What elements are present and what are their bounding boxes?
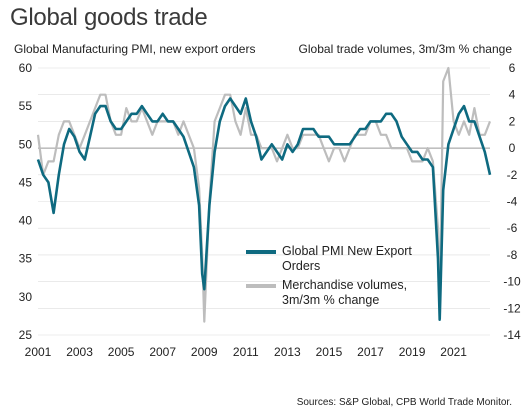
legend-item-pmi: Global PMI New Export Orders xyxy=(246,244,432,274)
x-tick-label: 2009 xyxy=(191,345,218,359)
right-tick-label: -6 xyxy=(507,221,518,235)
left-tick-label: 25 xyxy=(19,328,33,342)
left-tick-label: 35 xyxy=(19,252,33,266)
x-tick-label: 2013 xyxy=(274,345,301,359)
right-tick-label: 0 xyxy=(509,141,516,155)
x-tick-label: 2017 xyxy=(357,345,384,359)
left-tick-label: 50 xyxy=(19,137,33,151)
left-axis-ticks: 25 30 35 40 45 50 55 60 xyxy=(19,61,33,342)
right-axis-ticks: -14 -12 -10 -8 -6 -4 -2 0 2 4 6 xyxy=(503,61,521,342)
left-tick-label: 55 xyxy=(19,99,33,113)
series-lines xyxy=(36,66,492,323)
right-tick-label: 2 xyxy=(509,114,516,128)
x-tick-label: 2019 xyxy=(399,345,426,359)
right-tick-label: 4 xyxy=(509,88,516,102)
series-line-pmi xyxy=(36,97,492,322)
right-tick-label: -8 xyxy=(507,248,518,262)
right-tick-label: -2 xyxy=(507,168,518,182)
right-tick-label: -14 xyxy=(503,328,521,342)
x-tick-label: 2003 xyxy=(66,345,93,359)
left-tick-label: 30 xyxy=(19,290,33,304)
source-note: Sources: S&P Global, CPB World Trade Mon… xyxy=(296,397,512,408)
x-tick-label: 2005 xyxy=(108,345,135,359)
x-tick-label: 2001 xyxy=(25,345,52,359)
right-tick-label: -12 xyxy=(503,301,521,315)
right-tick-label: -10 xyxy=(503,275,521,289)
right-tick-label: 6 xyxy=(509,61,516,75)
legend-swatch-trade xyxy=(246,284,276,288)
legend-label-pmi: Global PMI New Export Orders xyxy=(282,244,412,273)
left-tick-label: 40 xyxy=(19,214,33,228)
legend-item-trade: Merchandise volumes, 3m/3m % change xyxy=(246,278,432,308)
left-tick-label: 60 xyxy=(19,61,33,75)
legend: Global PMI New Export Orders Merchandise… xyxy=(246,244,432,312)
legend-label-trade: Merchandise volumes, 3m/3m % change xyxy=(282,278,408,307)
x-tick-label: 2011 xyxy=(233,345,259,359)
left-tick-label: 45 xyxy=(19,175,33,189)
x-tick-label: 2015 xyxy=(316,345,343,359)
x-tick-label: 2007 xyxy=(149,345,176,359)
legend-swatch-pmi xyxy=(246,250,276,254)
left-axis-title: Global Manufacturing PMI, new export ord… xyxy=(14,42,256,56)
chart-title: Global goods trade xyxy=(10,4,208,31)
x-axis-ticks: 2001 2003 2005 2007 2009 2011 2013 2015 2017 2019… xyxy=(25,345,468,359)
right-axis-title: Global trade volumes, 3m/3m % change xyxy=(298,42,512,56)
x-tick-label: 2021 xyxy=(440,345,467,359)
series-line-trade xyxy=(36,66,492,323)
right-tick-label: -4 xyxy=(507,195,518,209)
